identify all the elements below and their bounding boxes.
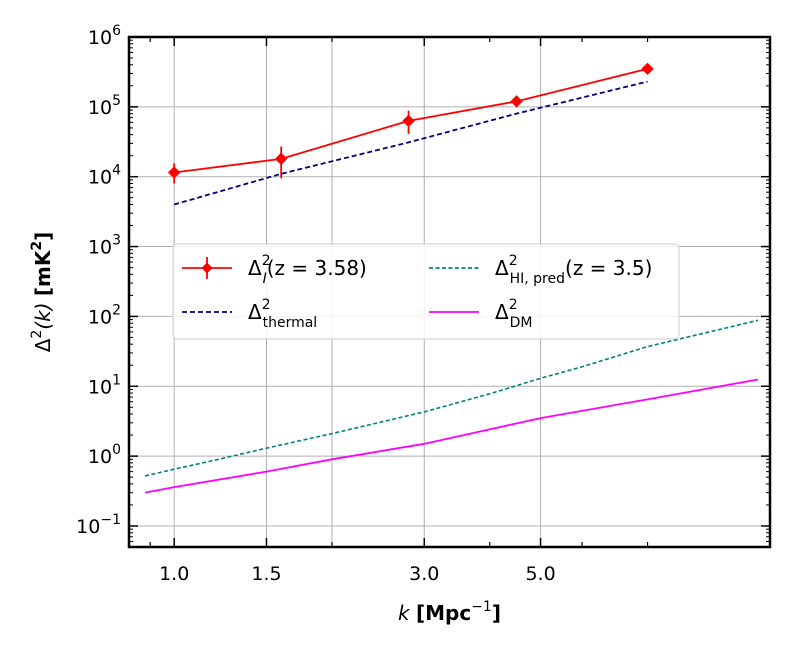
legend-label: Δ2 HI, pred(z = 3.5) (495, 253, 652, 287)
x-axis-label: k [Mpc−1] (398, 599, 501, 625)
y-tick-label: 106 (88, 23, 121, 49)
y-axis-arg: (k) (31, 302, 55, 329)
y-tick-exponent: 5 (112, 93, 121, 109)
legend-sup: 2 (262, 253, 271, 269)
x-axis-close: ] (492, 601, 501, 625)
x-axis-units: [Mpc (416, 601, 471, 625)
delta-thermal-line (173, 80, 648, 206)
y-tick-base: 10 (88, 27, 112, 49)
legend-sub: DM (510, 315, 533, 331)
y-tick-base: 10 (76, 516, 100, 538)
x-axis-var: k (398, 601, 411, 625)
y-tick-exponent: 2 (112, 302, 121, 318)
legend-sub: thermal (263, 315, 318, 331)
series-delta-I (167, 62, 654, 184)
legend-box (172, 243, 680, 340)
legend-item-delta-HI-pred: Δ2 HI, pred(z = 3.5) (429, 253, 652, 287)
x-tick-label: 5.0 (525, 563, 555, 585)
series-delta-DM (144, 378, 759, 494)
data-point (274, 152, 288, 166)
legend-symbol: Δ (495, 256, 509, 280)
legend-sup: 2 (509, 253, 518, 269)
y-tick-exponent: 1 (112, 372, 121, 388)
legend-item-delta-DM: Δ2 DM (429, 297, 532, 331)
y-tick-base: 10 (88, 376, 112, 398)
data-point (167, 166, 181, 179)
y-tick-label: 104 (88, 163, 121, 189)
data-point (402, 114, 415, 128)
y-tick-base: 10 (88, 306, 112, 328)
legend-symbol: Δ (248, 256, 262, 280)
x-tick-label: 3.0 (409, 563, 439, 585)
series-layer (144, 62, 759, 494)
y-axis-sup: 2 (29, 330, 45, 339)
x-tick-label: 1.0 (159, 563, 189, 585)
y-tick-label: 100 (88, 442, 121, 468)
y-axis-units-exponent: 2 (29, 241, 45, 251)
y-tick-exponent: 6 (112, 23, 121, 39)
legend-symbol: Δ (248, 300, 262, 324)
y-tick-label: 103 (88, 233, 121, 259)
y-tick-exponent: −1 (100, 512, 121, 528)
y-axis-label: Δ2(k) [mK2] (29, 232, 55, 353)
y-tick-base: 10 (88, 446, 112, 468)
legend-sub: I (263, 271, 267, 287)
delta-HI-pred-line (144, 319, 759, 477)
legend-label: Δ2 DM (495, 297, 532, 331)
series-delta-HI-pred (144, 319, 759, 477)
legend-label: Δ2 thermal (248, 297, 317, 331)
y-tick-label: 105 (88, 93, 121, 119)
y-tick-exponent: 3 (112, 233, 121, 249)
legend-label: Δ2 I(z = 3.58) (248, 253, 367, 287)
legend: Δ2 I(z = 3.58) Δ2 HI, pred(z = 3.5)Δ2 therma… (172, 243, 680, 340)
y-tick-label: 102 (88, 302, 121, 328)
y-tick-base: 10 (88, 167, 112, 189)
legend-item-delta-I: Δ2 I(z = 3.58) (182, 253, 367, 287)
y-axis-close: ] (31, 232, 55, 241)
legend-sup: 2 (262, 297, 271, 313)
x-axis-exponent: −1 (471, 599, 492, 615)
legend-tail: (z = 3.5) (565, 256, 652, 280)
data-point (641, 62, 654, 76)
legend-sub: HI, pred (510, 271, 565, 287)
legend-swatch-marker (201, 262, 213, 274)
x-tick-label: 1.5 (251, 563, 281, 585)
legend-tail: (z = 3.58) (267, 256, 367, 280)
legend-symbol: Δ (495, 300, 509, 324)
y-tick-label: 101 (88, 372, 121, 398)
delta-DM-line (144, 378, 759, 494)
y-tick-exponent: 0 (112, 442, 121, 458)
plot-frame (127, 35, 772, 549)
y-tick-base: 10 (88, 97, 112, 119)
y-axis-units: [mK (31, 249, 55, 296)
y-tick-exponent: 4 (112, 163, 121, 179)
legend-item-delta-thermal: Δ2 thermal (182, 297, 317, 331)
y-tick-label: 10−1 (76, 512, 121, 538)
data-point (510, 95, 523, 108)
y-tick-base: 10 (88, 237, 112, 259)
legend-sup: 2 (509, 297, 518, 313)
y-axis-symbol: Δ (31, 338, 55, 352)
series-delta-thermal (173, 80, 648, 206)
